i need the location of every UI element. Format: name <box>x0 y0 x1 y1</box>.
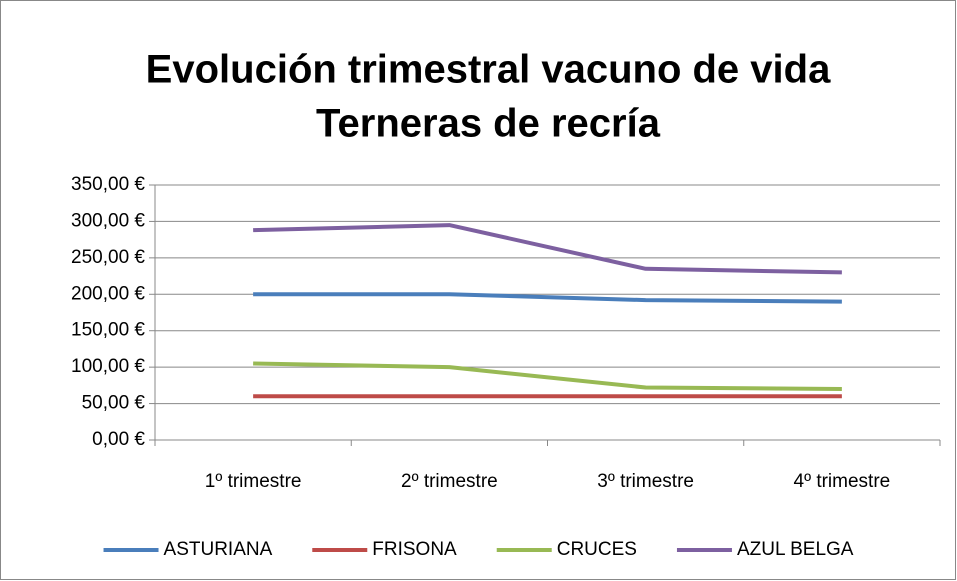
y-tick-label: 200,00 € <box>71 283 145 304</box>
x-tick-label: 4º trimestre <box>794 471 891 492</box>
x-tick-label: 3º trimestre <box>597 471 694 492</box>
series-line <box>253 223 842 275</box>
y-tick-label: 50,00 € <box>82 393 146 414</box>
y-tick-label: 100,00 € <box>71 356 145 377</box>
series-line <box>253 361 842 391</box>
legend-label: FRISONA <box>372 539 457 560</box>
series-line <box>253 292 842 304</box>
y-tick-label: 350,00 € <box>71 174 145 195</box>
legend-label: AZUL BELGA <box>737 539 854 560</box>
y-tick-label: 150,00 € <box>71 320 145 341</box>
y-tick-label: 250,00 € <box>71 247 145 268</box>
y-tick-label: 0,00 € <box>92 429 145 450</box>
legend-label: ASTURIANA <box>164 539 273 560</box>
chart-title: Evolución trimestral vacuno de vida <box>146 48 831 92</box>
legend-label: CRUCES <box>557 539 637 560</box>
chart-title: Terneras de recría <box>316 102 661 146</box>
y-tick-label: 300,00 € <box>71 210 145 231</box>
x-tick-label: 2º trimestre <box>401 471 498 492</box>
x-tick-label: 1º trimestre <box>205 471 302 492</box>
